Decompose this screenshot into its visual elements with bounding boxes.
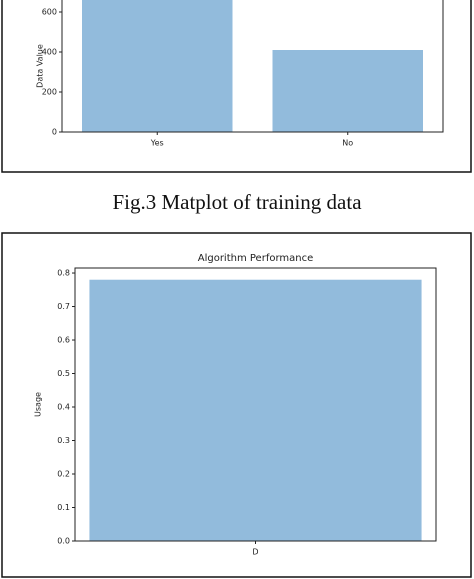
figure-frame — [1, 232, 472, 578]
bar — [82, 0, 233, 132]
plot-frame — [61, 0, 444, 133]
y-tick-label: 200 — [42, 88, 57, 97]
x-tick-label: Yes — [150, 139, 164, 148]
y-tick-label: 0.1 — [57, 503, 70, 512]
x-tick-label: No — [342, 139, 353, 148]
y-tick-label: 0 — [52, 128, 57, 137]
y-tick-label: 0.6 — [57, 336, 70, 345]
y-tick-label: 0.8 — [57, 269, 70, 278]
y-tick-label: 0.5 — [57, 369, 70, 378]
y-tick-label: 400 — [42, 48, 57, 57]
y-tick-label: 600 — [42, 8, 57, 17]
y-axis-label: Usage — [34, 392, 43, 417]
y-tick-label: 0.0 — [57, 537, 70, 546]
y-tick-label: 0.3 — [57, 436, 70, 445]
chart-title: Algorithm Performance — [198, 253, 314, 264]
plot-frame — [74, 267, 437, 542]
y-tick-label: 0.4 — [57, 403, 70, 412]
figure-caption: Fig.3 Matplot of training data — [112, 190, 362, 214]
y-tick-label: 0.7 — [57, 302, 70, 311]
figure-frame — [1, 0, 472, 173]
x-tick-label: D — [252, 548, 258, 557]
y-tick-label: 0.2 — [57, 470, 70, 479]
bar — [272, 50, 423, 132]
bar — [89, 279, 422, 541]
y-axis-label: Data Value — [36, 44, 45, 88]
